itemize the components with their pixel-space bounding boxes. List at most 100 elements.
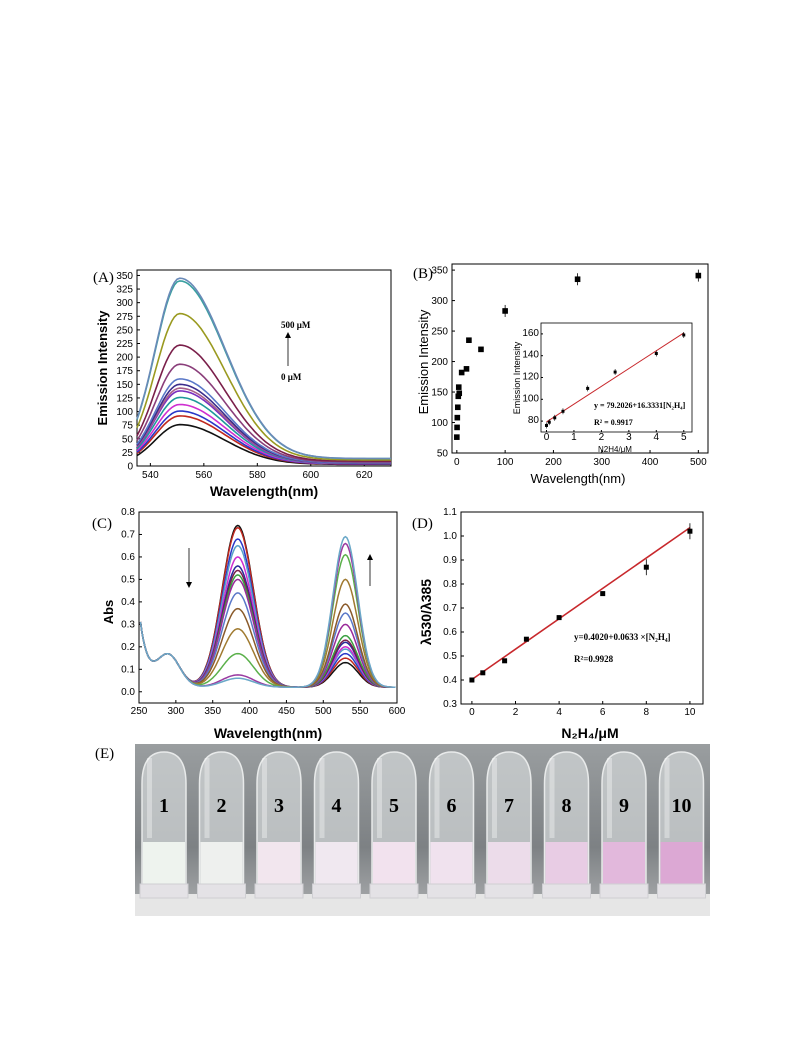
x-tick-label: 560 [195,470,212,481]
x-tick-label: 400 [241,706,258,717]
tube-label: 5 [389,795,399,817]
inset-y-tick-label: 160 [522,328,539,339]
y-tick-label: 50 [122,434,134,445]
y-tick-label: 0.3 [443,699,457,710]
plot-frame [451,263,709,454]
tube-label: 3 [274,795,284,817]
tube-cap [254,883,304,899]
x-tick-label: 400 [642,457,659,468]
inset-x-tick-label: 2 [599,432,605,443]
y-tick-label: 0.5 [121,575,135,586]
y-tick-label: 150 [431,388,448,399]
y-tick-label: 0 [127,462,133,473]
emission-curve [136,277,391,460]
y-tick-label: 0.4 [443,675,457,686]
increase-arrow-head [367,554,373,560]
tube-highlight [492,758,497,838]
inset-frame [540,322,693,433]
y-tick-label: 50 [437,449,449,460]
inset-r-squared: R² = 0.9917 [594,418,633,427]
emission-curve [136,344,391,463]
tube: 10 [657,751,706,899]
panel-label: (B) [413,266,433,282]
annotation-high: 500 μM [281,320,311,330]
y-tick-label: 0.3 [121,620,135,631]
x-tick-label: 350 [204,706,221,717]
y-tick-label: 100 [116,407,133,418]
tube-cap [197,883,246,899]
data-point [643,564,649,570]
tube-cap [312,883,361,899]
x-tick-label: 300 [593,457,610,468]
data-point [454,414,461,421]
tube-label: 1 [159,795,169,817]
decrease-arrow-head [186,582,192,588]
x-tick-label: 2 [513,707,519,718]
tube: 2 [197,751,246,899]
y-tick-label: 275 [116,312,133,323]
tube-highlight [434,758,440,838]
tube-label: 6 [447,795,457,817]
emission-curve [136,312,391,461]
inset-data-point [561,409,565,413]
panel-label: (C) [92,516,112,532]
tube-label: 9 [619,795,629,817]
plot-frame [460,511,704,705]
x-tick-label: 600 [389,706,406,717]
x-tick-label: 4 [556,707,562,718]
panel-c-chart: 250 300 350 400 450 500 550 600 0.0 0.1 0.2 0.3 0.4 0… [92,507,406,741]
inset-data-point [682,333,686,337]
x-tick-label: 8 [644,707,650,718]
plot-frame [138,511,398,704]
y-tick-label: 0.7 [121,530,135,541]
tube: 5 [369,751,419,899]
x-tick-label: 550 [352,706,369,717]
y-tick-label: 0.8 [121,507,135,518]
inset-data-point [547,420,551,424]
x-axis-title: Wavelength(nm) [531,471,626,486]
bench-surface [135,894,710,916]
plot-frame [136,269,392,467]
panel-a-chart: 540 560 580 600 620 0 25 50 75 100 125 150 175 200 225… [93,269,392,499]
emission-curve [136,280,391,460]
x-axis-title: Wavelength(nm) [210,483,318,499]
x-tick-label: 580 [249,470,266,481]
panel-b-chart: 0 100 200 300 400 50050100150200250300350(B)W… [413,263,709,486]
x-tick-label: 600 [302,470,319,481]
tube-photo: 1 2 3 4 5 6 7 8 9 10 [135,744,710,916]
tube-cap [542,883,591,899]
y-tick-label: 1.1 [443,507,457,518]
y-tick-label: 175 [116,366,133,377]
data-point [574,276,581,283]
data-point [695,272,702,279]
y-tick-label: 250 [431,327,448,338]
y-tick-label: 0.5 [443,651,457,662]
x-tick-label: 250 [131,706,148,717]
data-point [480,670,486,676]
x-tick-label: 450 [278,706,295,717]
x-tick-label: 0 [454,457,460,468]
y-tick-label: 325 [116,285,133,296]
y-axis-title: Emission Intensity [95,310,110,426]
inset-x-axis-title: N2H4/μM [598,445,632,454]
inset-x-tick-label: 3 [626,432,632,443]
x-tick-label: 0 [469,707,475,718]
x-tick-label: 6 [600,707,606,718]
y-tick-label: 300 [116,298,133,309]
y-axis-title: λ530/λ385 [418,579,434,645]
data-point [463,366,470,372]
y-tick-label: 250 [116,325,133,336]
x-tick-label: 540 [142,470,159,481]
tube: 6 [427,751,476,899]
y-tick-label: 150 [116,380,133,391]
inset-x-tick-label: 4 [654,432,660,443]
y-tick-label: 125 [116,393,133,404]
data-point [600,591,606,597]
data-point [455,393,462,400]
inset-y-tick-label: 120 [522,372,539,383]
tube: 7 [484,751,534,899]
data-point [687,528,693,534]
x-tick-label: 200 [545,457,562,468]
x-tick-label: 100 [497,457,514,468]
